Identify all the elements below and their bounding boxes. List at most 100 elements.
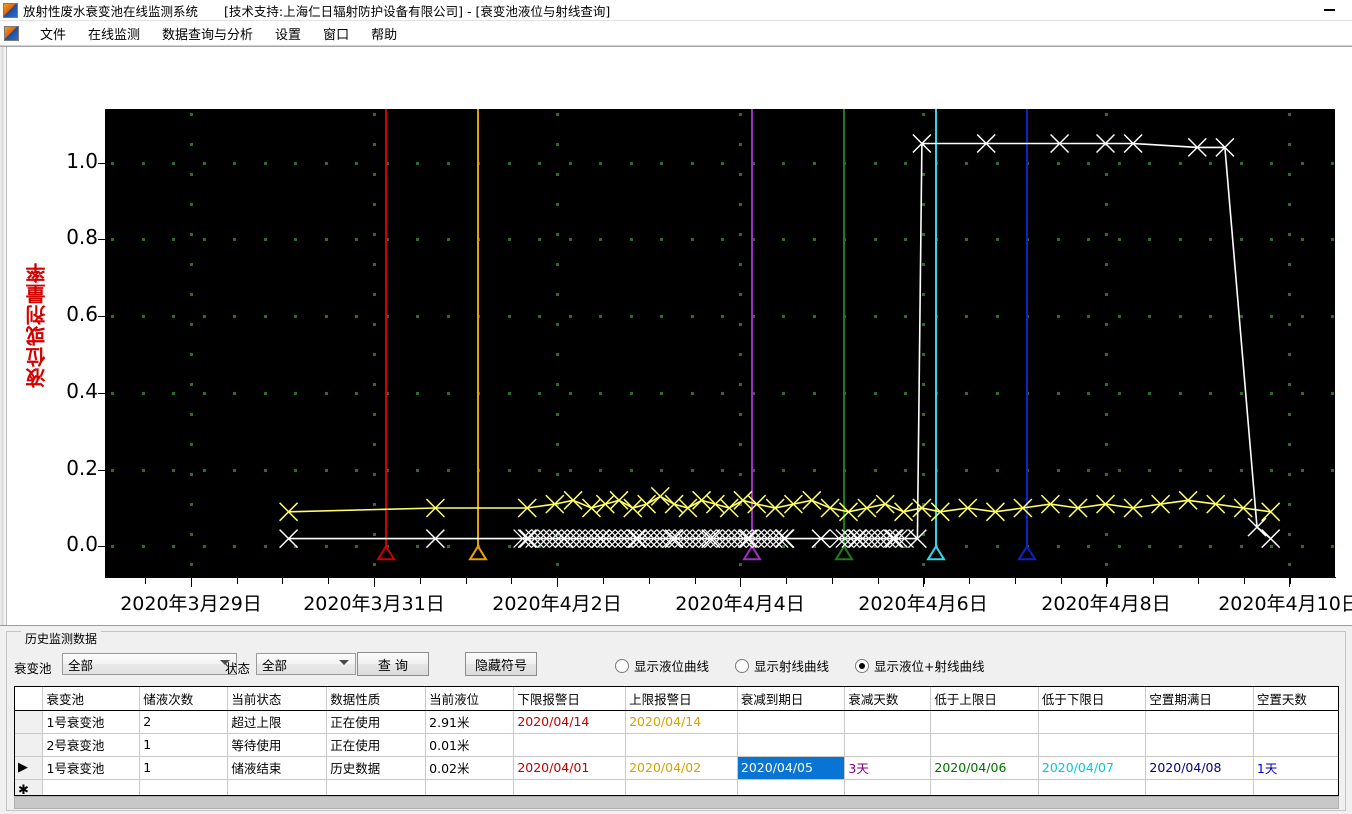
table-column-header[interactable]: 储液次数 [139,687,229,711]
hide-symbol-button[interactable]: 隐藏符号 [465,652,537,676]
table-cell[interactable] [930,733,1039,757]
table-cell[interactable] [42,779,141,795]
table-cell[interactable] [1038,779,1147,795]
table-column-header[interactable]: 低于上限日 [930,687,1039,711]
table-cell[interactable] [326,779,427,795]
table-column-header[interactable]: 当前状态 [227,687,328,711]
table-cell[interactable] [1038,733,1147,757]
table-cell[interactable]: 历史数据 [326,756,427,780]
query-button[interactable]: 查 询 [357,652,429,676]
radio-show-level-curve[interactable]: 显示液位曲线 [615,656,709,675]
document-title: [衰变池液位与射线查询] [475,3,611,19]
table-cell[interactable] [513,779,627,795]
table-cell[interactable] [930,779,1039,795]
menu-item-data-query[interactable]: 数据查询与分析 [162,27,254,43]
table-cell[interactable] [844,779,932,795]
table-cell[interactable] [844,710,932,734]
table-cell[interactable]: 2020/04/01 [513,756,627,780]
table-column-header[interactable]: 上限报警日 [625,687,738,711]
table-cell[interactable]: 2020/04/06 [930,756,1039,780]
history-data-grid[interactable]: 衰变池 储液次数 当前状态 数据性质 当前液位 下限报警日 上限报警日 衰减到期日 衰减天数 低于… [14,686,1339,796]
table-cell[interactable] [930,710,1039,734]
radio-show-dose-curve[interactable]: 显示射线曲线 [735,656,829,675]
system-menu-icon[interactable] [4,25,19,41]
grid-horizontal-scrollbar[interactable] [14,796,1339,809]
menu-bar: 文件 在线监测 数据查询与分析 设置 窗口 帮助 [0,21,1352,46]
menu-item-file[interactable]: 文件 [40,27,67,43]
table-cell[interactable] [1253,779,1338,795]
table-row-marker[interactable] [15,710,44,734]
table-cell[interactable]: 超过上限 [227,710,328,734]
radio-label: 显示液位曲线 [634,659,710,674]
chart-area: 液位或剂量率 0.0 0.2 0.4 0.6 0.8 1.0 2020年3月29日 2020… [0,46,1352,649]
menu-item-help[interactable]: 帮助 [371,27,398,43]
table-cell[interactable]: 2020/04/14 [513,710,627,734]
menu-item-settings[interactable]: 设置 [275,27,302,43]
table-column-header[interactable]: 衰变池 [42,687,141,711]
table-cell[interactable] [227,779,328,795]
table-column-header[interactable]: 数据性质 [326,687,427,711]
table-column-header[interactable]: 下限报警日 [513,687,627,711]
table-column-header[interactable]: 低于下限日 [1038,687,1147,711]
table-cell[interactable] [139,779,229,795]
table-cell[interactable]: 正在使用 [326,733,427,757]
table-column-header[interactable]: 衰减到期日 [737,687,846,711]
table-cell[interactable]: 2020/04/07 [1038,756,1147,780]
table-column-header[interactable]: 空置天数 [1253,687,1338,711]
table-row-marker[interactable]: ✱ [15,779,44,795]
table-cell[interactable] [844,733,932,757]
table-row[interactable]: 1号衰变池 2 超过上限 正在使用 2.91米 2020/04/14 2020/04/14 [15,710,1338,734]
table-cell[interactable] [625,733,738,757]
table-cell[interactable]: 2 [139,710,229,734]
table-column-header[interactable]: 衰减天数 [844,687,932,711]
table-cell[interactable]: 2020/04/05 [737,756,846,780]
status-filter-select[interactable]: 全部 [256,653,356,675]
minimize-button[interactable] [1306,0,1352,20]
y-tick-label: 0.0 [66,532,98,557]
table-cell[interactable]: 1号衰变池 [42,756,141,780]
x-tick-label: 2020年4月2日 [492,593,622,615]
table-cell[interactable]: 储液结束 [227,756,328,780]
radio-show-both-curves[interactable]: 显示液位+射线曲线 [855,656,984,675]
table-cell[interactable]: 2020/04/08 [1145,756,1254,780]
pool-filter-select[interactable]: 全部 [62,653,237,675]
table-cell[interactable]: 1号衰变池 [42,710,141,734]
table-cell[interactable]: 2.91米 [425,710,515,734]
table-cell[interactable]: 2020/04/02 [625,756,738,780]
y-tick-label: 0.4 [66,378,98,403]
table-cell[interactable]: 0.02米 [425,756,515,780]
table-row[interactable]: ✱ [15,779,1338,795]
table-cell[interactable] [513,733,627,757]
table-cell[interactable]: 1 [139,733,229,757]
x-tick-mark-minor [924,578,925,584]
table-cell[interactable] [1145,779,1254,795]
table-column-header[interactable]: 当前液位 [425,687,515,711]
table-cell[interactable] [737,710,846,734]
table-cell[interactable]: 2020/04/14 [625,710,738,734]
table-row[interactable]: 2号衰变池 1 等待使用 正在使用 0.01米 [15,733,1338,757]
table-cell[interactable] [425,779,515,795]
x-tick-mark-minor [282,578,283,584]
table-cell[interactable] [737,779,846,795]
table-cell[interactable] [1145,710,1254,734]
menu-item-online-monitor[interactable]: 在线监测 [88,27,141,43]
table-cell[interactable] [1038,710,1147,734]
menu-item-window[interactable]: 窗口 [323,27,350,43]
table-cell[interactable] [1145,733,1254,757]
table-cell[interactable]: 3天 [844,756,932,780]
table-row-marker[interactable]: ▶ [15,756,44,780]
table-cell[interactable] [1253,733,1338,757]
table-row-marker[interactable] [15,733,44,757]
table-cell[interactable] [625,779,738,795]
table-column-header[interactable]: 空置期满日 [1145,687,1254,711]
table-cell[interactable]: 1 [139,756,229,780]
table-cell[interactable] [1253,710,1338,734]
table-cell[interactable]: 等待使用 [227,733,328,757]
table-cell[interactable]: 正在使用 [326,710,427,734]
table-row[interactable]: ▶ 1号衰变池 1 储液结束 历史数据 0.02米 2020/04/01 2020/04/02… [15,756,1338,780]
table-cell[interactable]: 0.01米 [425,733,515,757]
table-cell[interactable]: 2号衰变池 [42,733,141,757]
table-cell[interactable]: 1天 [1253,756,1338,780]
plot-canvas [105,109,1335,577]
table-cell[interactable] [737,733,846,757]
